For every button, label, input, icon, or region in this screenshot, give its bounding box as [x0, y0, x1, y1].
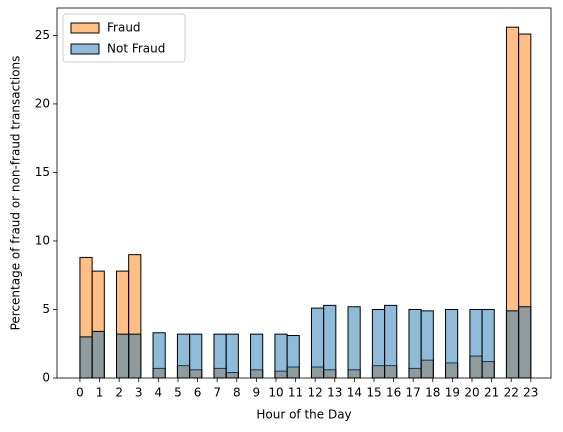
bar — [469, 308, 483, 379]
bar — [323, 304, 337, 379]
bar — [91, 330, 105, 379]
legend-swatch — [70, 43, 100, 55]
bar — [481, 308, 495, 379]
bar — [274, 333, 288, 379]
x-tick-label: 20 — [464, 386, 479, 400]
x-tick-label: 10 — [268, 386, 283, 400]
x-tick-label: 8 — [233, 386, 241, 400]
bar — [176, 333, 191, 379]
x-tick-label: 9 — [253, 386, 261, 400]
bar — [115, 333, 130, 379]
x-tick-label: 23 — [523, 386, 538, 400]
bar — [310, 307, 325, 379]
y-tick-label: 25 — [35, 28, 50, 42]
x-tick-label: 15 — [366, 386, 381, 400]
bar — [286, 335, 300, 379]
x-tick-label: 3 — [135, 386, 143, 400]
x-tick-label: 0 — [76, 386, 84, 400]
x-tick-label: 18 — [425, 386, 440, 400]
bar — [250, 333, 264, 379]
x-tick-label: 19 — [445, 386, 460, 400]
bar — [420, 310, 434, 379]
bar — [225, 333, 239, 379]
bar — [189, 333, 203, 379]
x-tick-label: 1 — [96, 386, 104, 400]
x-tick-label: 13 — [327, 386, 342, 400]
y-axis-label: Percentage of fraud or non-fraud transac… — [9, 56, 23, 331]
plot-frame — [56, 7, 552, 379]
x-tick-label: 12 — [308, 386, 323, 400]
bar — [518, 306, 532, 379]
y-tick-label: 0 — [42, 371, 50, 385]
legend: Fraud Not Fraud — [62, 13, 186, 63]
bar — [408, 308, 422, 379]
bar — [79, 336, 93, 379]
x-tick-label: 14 — [347, 386, 362, 400]
bar — [371, 308, 386, 379]
bar — [384, 304, 398, 379]
legend-swatch — [70, 22, 100, 34]
bar — [505, 310, 520, 379]
x-tick-label: 16 — [386, 386, 401, 400]
x-tick-label: 22 — [504, 386, 519, 400]
x-tick-label: 4 — [155, 386, 163, 400]
y-tick-label: 10 — [35, 233, 50, 247]
legend-label: Not Fraud — [107, 42, 165, 56]
bar — [347, 306, 361, 379]
x-tick-label: 5 — [174, 386, 182, 400]
y-tick-label: 5 — [42, 302, 50, 316]
bar — [152, 332, 166, 379]
x-tick-label: 21 — [484, 386, 499, 400]
x-tick-label: 7 — [213, 386, 221, 400]
bar — [213, 333, 227, 379]
y-tick-label: 15 — [35, 165, 50, 179]
x-tick-label: 11 — [288, 386, 303, 400]
legend-label: Fraud — [107, 21, 141, 35]
y-tick-label: 20 — [35, 96, 50, 110]
x-tick-label: 6 — [194, 386, 202, 400]
x-tick-label: 17 — [406, 386, 421, 400]
x-axis-label: Hour of the Day — [256, 408, 351, 422]
x-tick-label: 2 — [115, 386, 123, 400]
bar — [128, 333, 142, 379]
bar — [445, 308, 459, 379]
